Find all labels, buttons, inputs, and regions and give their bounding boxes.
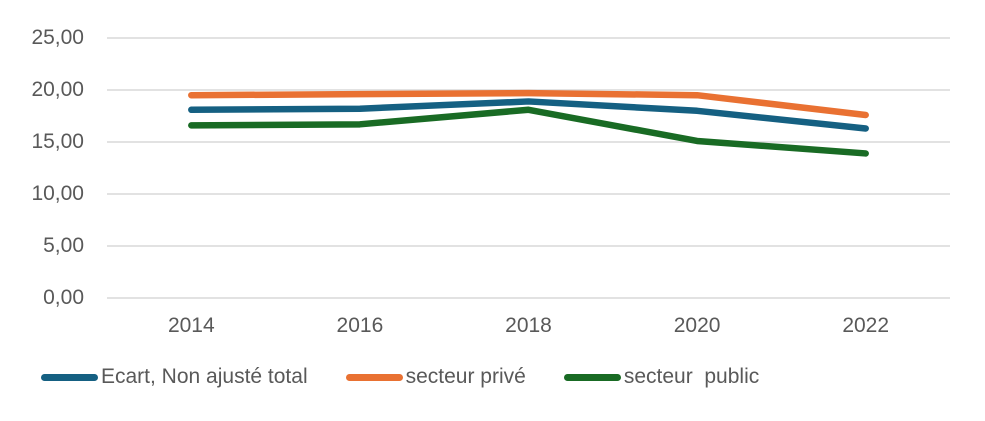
- y-tick-label: 10,00: [31, 182, 84, 205]
- legend-item-secteur-prive: secteur privé: [345, 365, 526, 389]
- series-line-2: [188, 106, 869, 157]
- y-tick-label: 15,00: [31, 130, 84, 153]
- legend-line-swatch-icon: [563, 373, 621, 381]
- x-tick-label: 2022: [842, 314, 890, 337]
- series-line-0: [188, 98, 869, 132]
- y-tick-label: 5,00: [43, 234, 84, 257]
- x-tick-label: 2016: [336, 314, 384, 337]
- legend-line-swatch-icon: [345, 373, 403, 381]
- legend-label: secteur public: [623, 365, 760, 388]
- legend-item-secteur-public: secteur public: [563, 365, 760, 389]
- x-tick-label: 2014: [167, 314, 215, 337]
- y-tick-label: 20,00: [31, 78, 84, 101]
- legend-label: Ecart, Non ajusté total: [101, 365, 308, 388]
- legend: Ecart, Non ajusté total secteur privé se…: [41, 365, 759, 389]
- legend-line-swatch-icon: [41, 373, 98, 381]
- x-tick-label: 2018: [505, 314, 552, 337]
- series-line-1: [188, 89, 869, 119]
- legend-item-ecart-non-ajuste-total: Ecart, Non ajusté total: [41, 365, 308, 389]
- y-tick-label: 25,00: [31, 26, 84, 49]
- x-tick-label: 2020: [673, 314, 721, 337]
- y-tick-label: 0,00: [43, 286, 84, 309]
- legend-label: secteur privé: [405, 365, 526, 388]
